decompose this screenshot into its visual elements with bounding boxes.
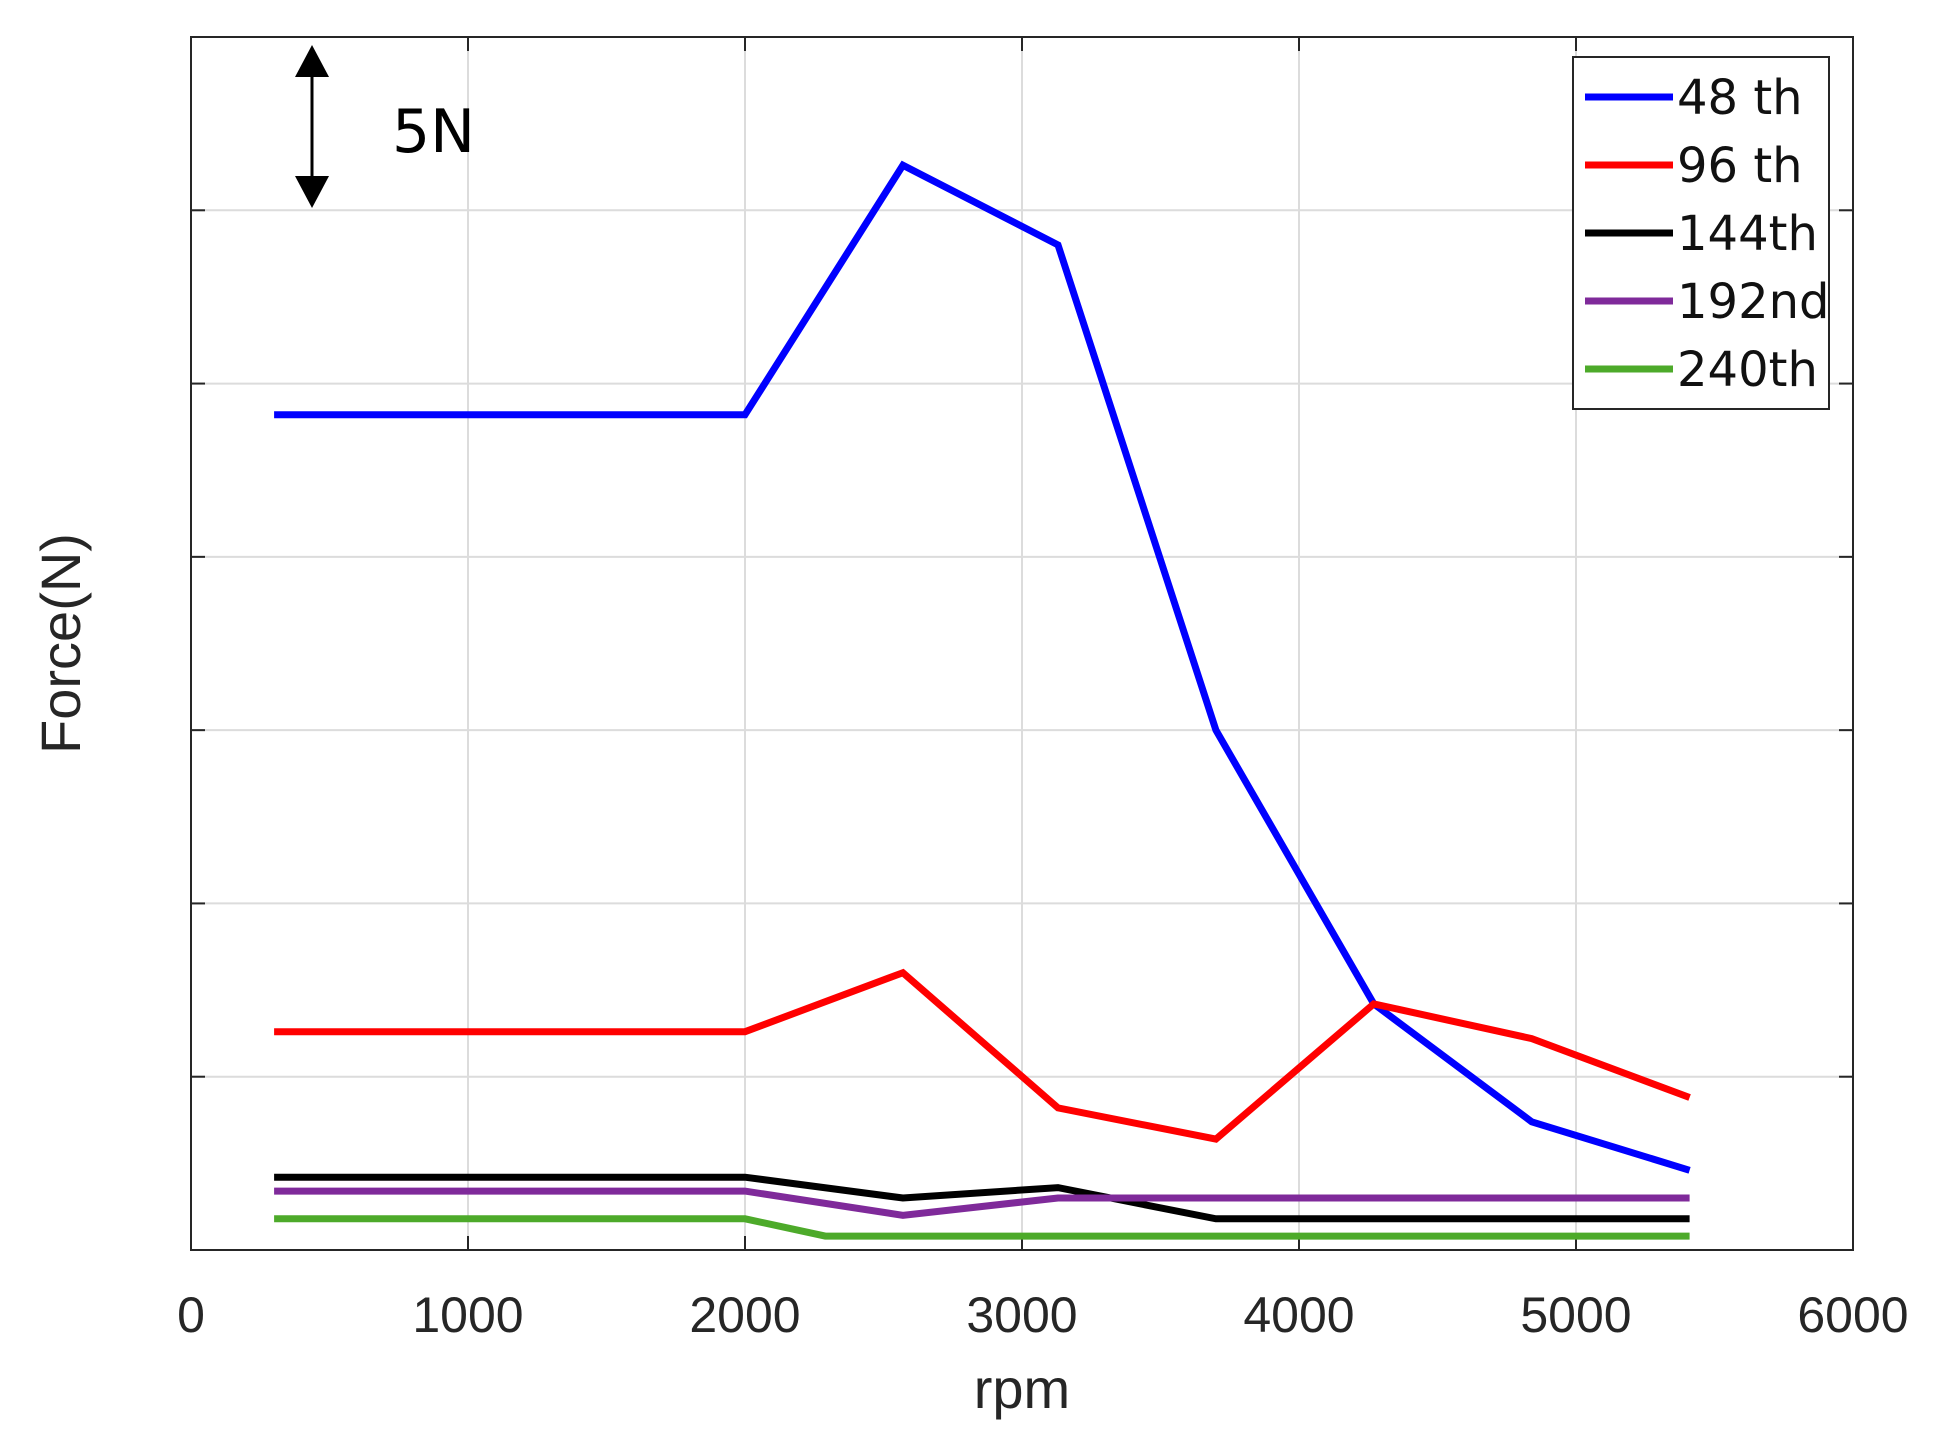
scale-bar-label: 5N [392,97,475,167]
legend-label-1: 48 th [1677,70,1803,126]
x-tick-label: 2000 [689,1287,800,1343]
x-tick-label: 1000 [412,1287,523,1343]
y-axis-title: Force(N) [29,533,92,754]
legend-label-4: 192nd [1677,274,1830,330]
scale-bar-annotation: 5N [295,45,475,208]
x-tick-label: 6000 [1797,1287,1908,1343]
x-tick-labels: 0 1000 2000 3000 4000 5000 6000 [177,1287,1909,1343]
axis-ticks [190,37,1854,1250]
x-tick-label: 5000 [1520,1287,1631,1343]
series-lines [274,160,1691,1240]
x-tick-label: 0 [177,1287,205,1343]
x-axis-title: rpm [974,1357,1070,1420]
legend-label-3: 144th [1677,206,1818,262]
series-line-2 [274,968,1691,1143]
series-line-4 [274,1187,1690,1219]
x-tick-label: 4000 [1243,1287,1354,1343]
arrow-up-icon [295,45,329,77]
series-line-5 [274,1215,1690,1240]
legend: 48 th 96 th 144th 192nd 240th [1572,56,1830,410]
legend-label-2: 96 th [1677,138,1803,194]
x-tick-label: 3000 [966,1287,1077,1343]
legend-label-5: 240th [1677,342,1818,398]
series-line-1 [274,160,1691,1174]
series-line-3 [274,1173,1690,1223]
arrow-down-icon [295,176,329,208]
